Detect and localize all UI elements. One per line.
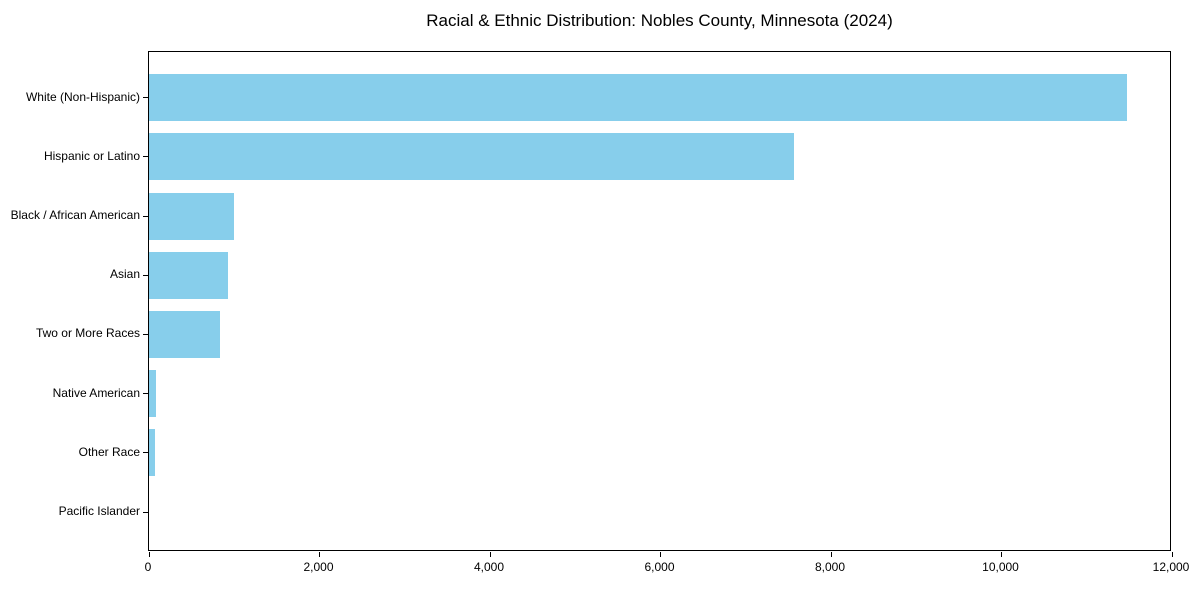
plot-area	[143, 51, 1173, 557]
y-tick-6	[143, 452, 148, 454]
x-axis-tick-label-6: 12,000	[1152, 560, 1190, 574]
bar-4	[149, 310, 221, 358]
y-tick-0	[143, 97, 148, 99]
x-axis-tick-label-3: 6,000	[644, 560, 675, 574]
bar-1	[149, 133, 794, 181]
x-axis-tick-label-2: 4,000	[473, 560, 505, 574]
y-tick-2	[143, 215, 148, 217]
y-axis-label-0: White (Non-Hispanic)	[25, 89, 140, 104]
x-tick-2	[489, 552, 491, 557]
y-axis-label-4: Two or More Races	[35, 326, 140, 341]
y-tick-3	[143, 274, 148, 276]
x-tick-1	[319, 552, 320, 557]
x-tick-4	[830, 552, 832, 557]
bar-5	[149, 370, 156, 418]
y-tick-1	[143, 156, 148, 158]
y-axis-label-1: Hispanic or Latino	[43, 148, 140, 163]
x-axis-tick-label-4: 8,000	[814, 560, 846, 574]
y-axis-label-7: Pacific Islander	[58, 504, 140, 518]
x-tick-5	[1001, 552, 1002, 557]
x-tick-3	[660, 552, 661, 557]
bar-6	[149, 429, 156, 477]
y-tick-4	[143, 333, 148, 335]
bar-3	[149, 251, 229, 299]
bar-0	[149, 74, 1128, 122]
y-tick-7	[143, 511, 148, 513]
x-axis-tick-label-0: 0	[144, 560, 152, 574]
bar-2	[149, 192, 235, 240]
y-axis-label-6: Other Race	[78, 444, 140, 459]
x-tick-6	[1171, 552, 1173, 557]
y-axis-label-3: Asian	[109, 267, 140, 282]
x-axis-tick-label-1: 2,000	[303, 560, 334, 574]
x-tick-0	[148, 552, 150, 557]
y-tick-5	[143, 393, 148, 395]
y-axis-label-2: Black / African American	[10, 208, 140, 222]
x-axis-tick-label-5: 10,000	[982, 560, 1019, 574]
chart-title: Racial & Ethnic Distribution: Nobles Cou…	[426, 11, 893, 30]
y-axis-label-5: Native American	[52, 385, 140, 400]
